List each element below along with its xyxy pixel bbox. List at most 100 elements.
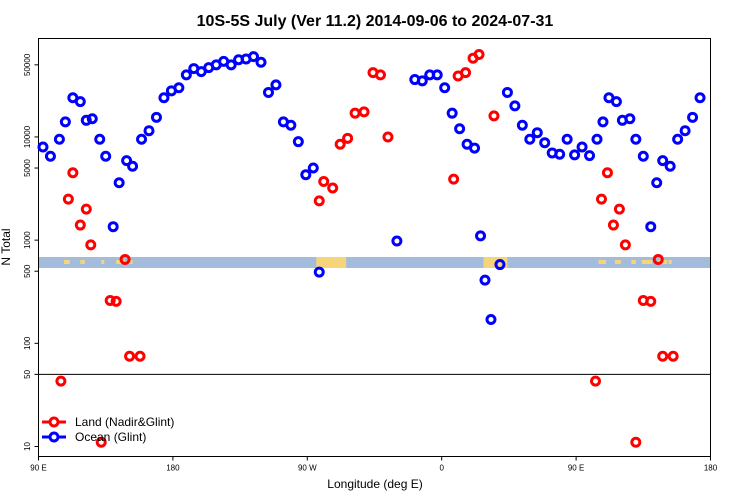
ocean-point bbox=[225, 59, 237, 71]
land-point bbox=[327, 182, 339, 194]
legend-marker-ocean bbox=[48, 431, 60, 443]
ocean-point bbox=[657, 155, 669, 167]
ocean-point bbox=[454, 123, 466, 135]
land-point bbox=[62, 193, 74, 205]
ocean-point bbox=[431, 69, 443, 81]
land-point bbox=[134, 350, 146, 362]
ocean-point bbox=[651, 177, 663, 189]
land-point bbox=[55, 375, 67, 387]
land-point bbox=[67, 167, 79, 179]
island-mark bbox=[631, 260, 636, 264]
ocean-point bbox=[262, 86, 274, 98]
ocean-point bbox=[180, 69, 192, 81]
ocean-point bbox=[694, 92, 706, 104]
ocean-point bbox=[475, 230, 487, 242]
ocean-point bbox=[637, 150, 649, 162]
ocean-point bbox=[143, 125, 155, 137]
land-point bbox=[104, 295, 116, 307]
island-mark bbox=[80, 260, 85, 264]
x-axis: 90 E 180 90 W 0 90 E 180 bbox=[30, 456, 718, 473]
ocean-point bbox=[569, 149, 581, 161]
ocean-band bbox=[38, 257, 711, 268]
ocean-point bbox=[610, 96, 622, 108]
ocean-point bbox=[469, 142, 481, 154]
island-mark bbox=[598, 260, 606, 264]
island-mark bbox=[63, 260, 70, 264]
land-ocean-map-strip bbox=[38, 257, 711, 268]
land-point bbox=[349, 107, 361, 119]
ocean-point bbox=[561, 133, 573, 145]
land-point bbox=[85, 239, 97, 251]
ocean-point bbox=[127, 160, 139, 172]
legend-label-land: Land (Nadir&Glint) bbox=[75, 415, 174, 429]
ocean-point bbox=[292, 136, 304, 148]
land-point bbox=[595, 193, 607, 205]
legend-marker-land bbox=[48, 416, 60, 428]
legend: Land (Nadir&Glint) Ocean (Glint) bbox=[42, 415, 174, 444]
ocean-point bbox=[270, 79, 282, 91]
land-point bbox=[488, 110, 500, 122]
land-point bbox=[460, 67, 472, 79]
ocean-point bbox=[516, 119, 528, 131]
land-point bbox=[119, 253, 131, 265]
ocean-point bbox=[100, 150, 112, 162]
ocean-point bbox=[94, 133, 106, 145]
series-ocean bbox=[37, 51, 706, 326]
land-point bbox=[110, 295, 122, 307]
y-tick-label: 50000 bbox=[23, 53, 32, 76]
series-land bbox=[55, 48, 679, 448]
land-point bbox=[358, 106, 370, 118]
land-point bbox=[657, 350, 669, 362]
ocean-point bbox=[446, 107, 458, 119]
ocean-point bbox=[591, 133, 603, 145]
island-mark bbox=[128, 260, 133, 264]
y-tick-label: 5000 bbox=[23, 159, 32, 177]
ocean-point bbox=[86, 113, 98, 125]
land-point bbox=[607, 219, 619, 231]
land-point bbox=[448, 173, 460, 185]
land-point bbox=[318, 176, 330, 188]
land-point bbox=[630, 436, 642, 448]
ocean-point bbox=[107, 221, 119, 233]
y-tick-label: 10 bbox=[23, 442, 32, 451]
ocean-point bbox=[113, 177, 125, 189]
land-point bbox=[473, 48, 485, 60]
ocean-point bbox=[59, 116, 71, 128]
legend-entry-land: Land (Nadir&Glint) bbox=[42, 415, 174, 429]
chart-title: 10S-5S July (Ver 11.2) 2014-09-06 to 202… bbox=[197, 13, 554, 30]
series-layer bbox=[37, 48, 706, 448]
ocean-point bbox=[597, 116, 609, 128]
ocean-point bbox=[687, 111, 699, 123]
x-tick-label: 180 bbox=[704, 464, 718, 473]
y-tick-label: 50 bbox=[23, 369, 32, 378]
ocean-point bbox=[439, 82, 451, 94]
land-point bbox=[667, 350, 679, 362]
island-mark bbox=[614, 260, 621, 264]
ocean-point bbox=[80, 114, 92, 126]
ocean-point bbox=[300, 169, 312, 181]
ocean-point bbox=[313, 266, 325, 278]
ocean-point bbox=[121, 155, 133, 167]
island-mark bbox=[668, 260, 672, 264]
land-point bbox=[619, 239, 631, 251]
ocean-point bbox=[74, 96, 86, 108]
land-point bbox=[652, 253, 664, 265]
land-point bbox=[74, 219, 86, 231]
x-axis-label: Longitude (deg E) bbox=[327, 477, 422, 491]
land-point bbox=[590, 375, 602, 387]
ocean-point bbox=[391, 235, 403, 247]
ocean-point bbox=[576, 141, 588, 153]
ocean-point bbox=[53, 133, 65, 145]
y-tick-label: 100 bbox=[23, 336, 32, 350]
ocean-point bbox=[255, 56, 267, 68]
ocean-point bbox=[501, 86, 513, 98]
x-tick-label: 90 W bbox=[298, 464, 317, 473]
land-point bbox=[342, 132, 354, 144]
ocean-point bbox=[416, 75, 428, 87]
ocean-point bbox=[679, 125, 691, 137]
ocean-point bbox=[136, 133, 148, 145]
y-tick-label: 500 bbox=[23, 264, 32, 278]
ocean-point bbox=[624, 113, 636, 125]
x-tick-label: 90 E bbox=[568, 464, 584, 473]
ocean-point bbox=[479, 274, 491, 286]
